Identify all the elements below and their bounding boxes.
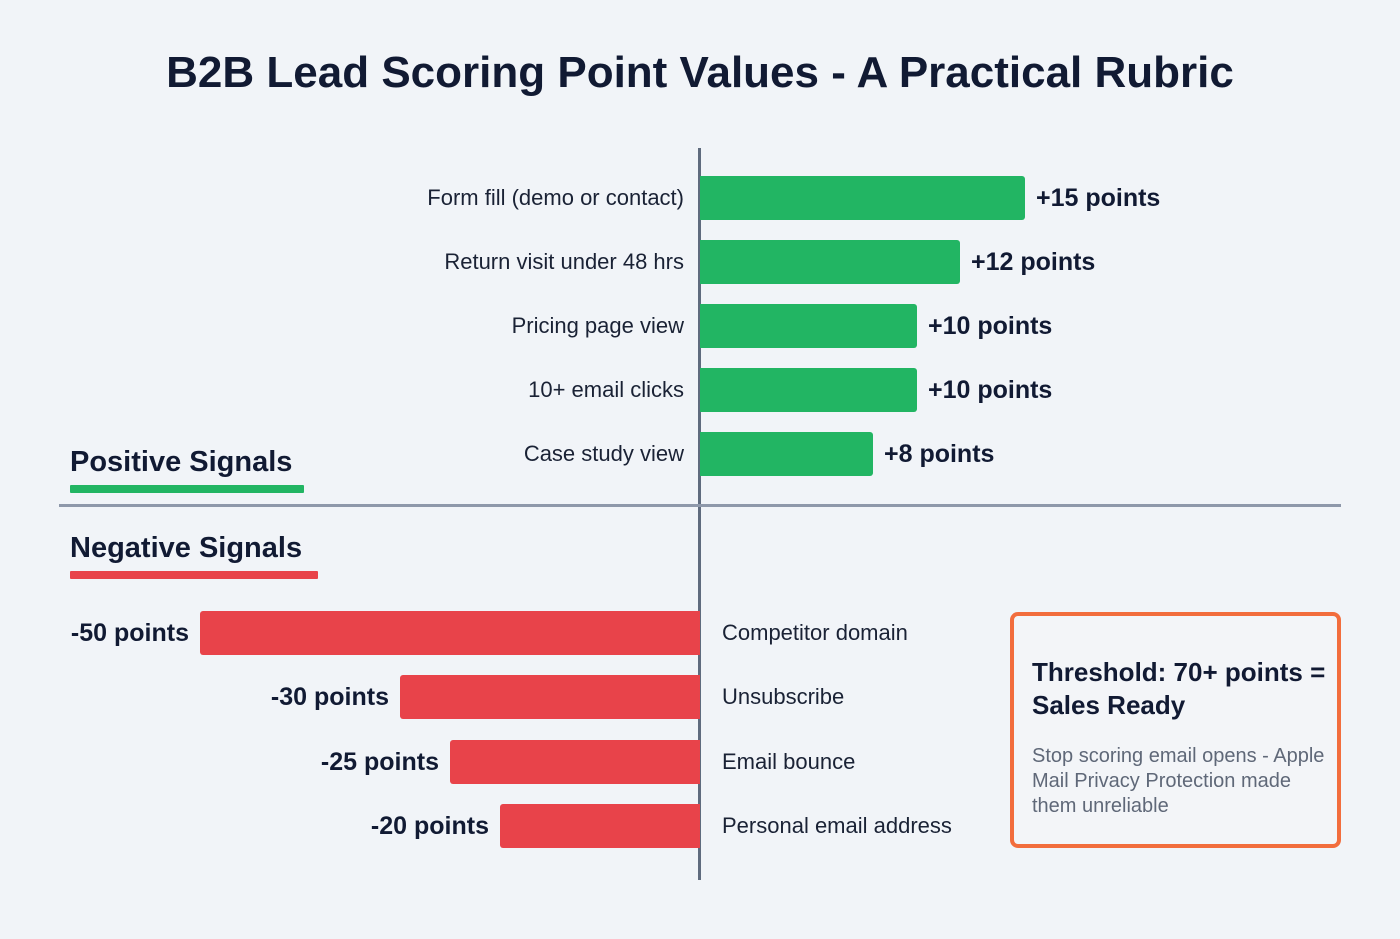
value-label: +10 points <box>928 312 1053 340</box>
positive-row: Form fill (demo or contact) +15 points <box>0 176 1400 220</box>
value-label: +10 points <box>928 376 1053 404</box>
zero-axis-line <box>698 148 701 880</box>
category-label: Return visit under 48 hrs <box>444 249 684 274</box>
category-label: Pricing page view <box>511 313 684 338</box>
negative-bar <box>450 740 700 784</box>
threshold-title: Threshold: 70+ points = Sales Ready <box>1032 657 1326 720</box>
positive-row: Return visit under 48 hrs +12 points <box>0 240 1400 284</box>
negative-row: -20 points Personal email address <box>0 804 1400 848</box>
category-label: Email bounce <box>722 749 856 774</box>
negative-bar <box>200 611 700 655</box>
value-label: -50 points <box>70 619 189 647</box>
negative-row: -50 points Competitor domain <box>0 611 1400 655</box>
category-label: 10+ email clicks <box>528 377 684 402</box>
positive-section-heading: Positive Signals <box>70 446 293 478</box>
negative-row: -30 points Unsubscribe <box>0 675 1400 719</box>
value-label: -30 points <box>270 683 389 711</box>
value-label: +12 points <box>971 248 1096 276</box>
positive-row: Case study view +8 points <box>0 432 1400 476</box>
section-divider <box>59 504 1341 507</box>
value-label: -25 points <box>320 748 439 776</box>
positive-bar <box>700 240 960 284</box>
positive-row: Pricing page view +10 points <box>0 304 1400 348</box>
category-label: Form fill (demo or contact) <box>427 185 684 210</box>
negative-bar <box>500 804 700 848</box>
positive-bar <box>700 304 917 348</box>
negative-underline <box>70 571 318 579</box>
value-label: +8 points <box>884 440 995 468</box>
positive-underline <box>70 485 304 493</box>
chart-title: B2B Lead Scoring Point Values - A Practi… <box>166 48 1234 97</box>
category-label: Unsubscribe <box>722 684 845 709</box>
threshold-callout: Threshold: 70+ points = Sales Ready Stop… <box>1010 612 1341 848</box>
negative-bar <box>400 675 700 719</box>
category-label: Competitor domain <box>722 620 908 645</box>
negative-section-heading: Negative Signals <box>70 532 303 564</box>
category-label: Case study view <box>523 441 684 466</box>
value-label: -20 points <box>370 812 489 840</box>
positive-bar <box>700 368 917 412</box>
category-label: Personal email address <box>722 813 952 838</box>
threshold-note: Stop scoring email opens - Apple Mail Pr… <box>1032 745 1325 817</box>
positive-bar <box>700 432 873 476</box>
positive-row: 10+ email clicks +10 points <box>0 368 1400 412</box>
value-label: +15 points <box>1036 184 1161 212</box>
positive-bar <box>700 176 1025 220</box>
negative-row: -25 points Email bounce <box>0 740 1400 784</box>
